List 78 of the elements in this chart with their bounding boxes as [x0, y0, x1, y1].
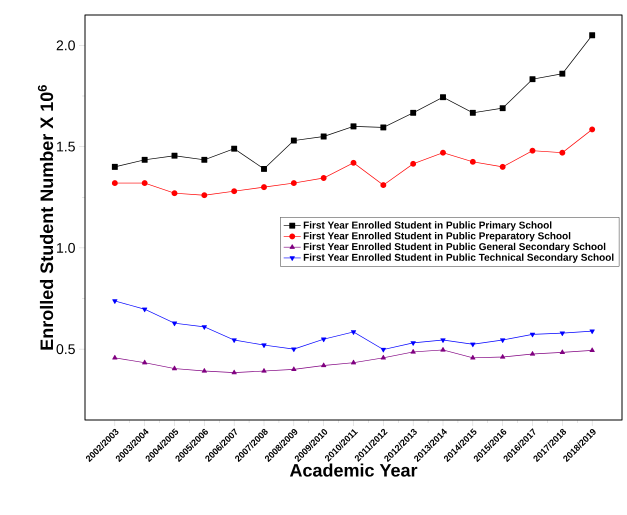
point	[589, 126, 596, 132]
point	[290, 180, 297, 186]
point	[410, 160, 416, 167]
point	[440, 150, 446, 156]
point	[589, 32, 596, 38]
point	[559, 150, 566, 156]
point	[530, 148, 536, 154]
point	[172, 190, 178, 196]
point	[470, 158, 476, 165]
point	[231, 188, 238, 194]
point	[410, 341, 416, 346]
point	[261, 184, 267, 190]
point	[440, 338, 446, 343]
point	[380, 124, 386, 130]
point	[201, 156, 208, 163]
point	[350, 123, 356, 130]
y-axis-title: Enrolled Student Number X 10$^{6}$	[38, 85, 54, 350]
point	[350, 360, 356, 364]
point	[201, 192, 208, 198]
point	[202, 325, 207, 330]
point	[321, 362, 326, 368]
point	[172, 152, 178, 159]
point	[500, 354, 506, 359]
legend-label: First Year Enrolled Student in Public Technical Secondary School	[304, 254, 614, 263]
point	[261, 166, 267, 172]
x-axis-title: Academic Year	[290, 463, 418, 477]
point	[530, 76, 536, 82]
point	[142, 180, 148, 186]
y-tick-label: 1.5	[57, 142, 75, 152]
point	[231, 146, 238, 152]
point	[112, 180, 118, 186]
point	[590, 347, 595, 352]
legend-label: First Year Enrolled Student in Public Preparatory School	[304, 232, 570, 242]
legend-label: First Year Enrolled Student in Public Primary School	[304, 221, 552, 231]
point	[320, 134, 327, 140]
point	[142, 360, 148, 364]
point	[232, 338, 237, 343]
point	[202, 368, 207, 373]
point	[112, 164, 118, 170]
point	[350, 330, 356, 335]
point	[500, 338, 506, 343]
point	[290, 138, 297, 144]
point	[112, 354, 118, 360]
point	[500, 105, 506, 112]
point	[261, 343, 267, 348]
point	[142, 308, 148, 312]
point	[470, 110, 476, 116]
point	[559, 70, 566, 77]
y-tick-label: 1.0	[57, 242, 75, 253]
point	[530, 351, 536, 356]
point	[500, 164, 506, 170]
y-tick-label: 0.5	[56, 344, 75, 354]
point	[112, 299, 118, 304]
point	[291, 366, 296, 372]
y-tick-label: 2.0	[56, 40, 75, 50]
point	[380, 348, 386, 352]
point	[470, 342, 476, 348]
point	[590, 329, 595, 334]
point	[410, 110, 416, 116]
legend-label: First Year Enrolled Student in Public General Secondary School	[304, 242, 606, 252]
point	[172, 366, 178, 370]
point	[350, 160, 356, 166]
point	[142, 156, 148, 163]
point	[380, 182, 386, 188]
point	[470, 354, 476, 360]
point	[410, 349, 416, 354]
point	[530, 332, 536, 338]
point	[291, 347, 296, 352]
point	[321, 338, 326, 342]
point	[172, 322, 178, 326]
point	[232, 370, 237, 374]
point	[560, 349, 565, 354]
point	[440, 94, 446, 100]
point	[320, 175, 327, 181]
point	[380, 354, 386, 360]
point	[440, 346, 446, 352]
point	[560, 331, 565, 336]
point	[261, 368, 267, 373]
